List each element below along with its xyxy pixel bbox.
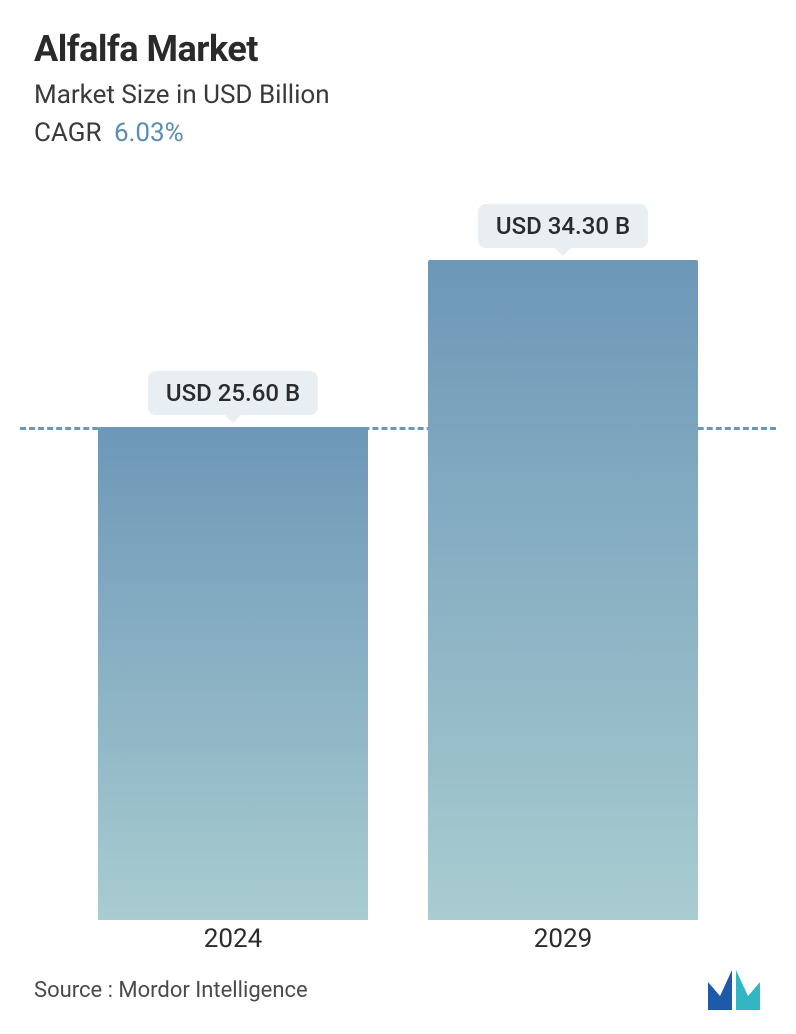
cagr-row: CAGR 6.03% [34, 118, 762, 148]
value-badge-2024: USD 25.60 B [148, 371, 318, 415]
chart-title: Alfalfa Market [34, 28, 762, 70]
value-badge-2029: USD 34.30 B [478, 204, 648, 248]
bar-2029: USD 34.30 B [428, 260, 698, 920]
x-label-2029: 2029 [428, 924, 698, 954]
source-text: Source : Mordor Intelligence [34, 978, 308, 1003]
cagr-value: 6.03% [114, 118, 184, 148]
x-label-2024: 2024 [98, 924, 368, 954]
cagr-label: CAGR [34, 118, 101, 148]
x-axis-labels: 2024 2029 [68, 924, 728, 964]
mordor-logo-icon [706, 968, 762, 1012]
bars-container: USD 25.60 BUSD 34.30 B [68, 260, 728, 920]
header: Alfalfa Market Market Size in USD Billio… [0, 0, 796, 148]
chart-subtitle: Market Size in USD Billion [34, 80, 762, 110]
footer: Source : Mordor Intelligence [34, 968, 762, 1012]
bar-2024: USD 25.60 B [98, 427, 368, 920]
bar-chart: USD 25.60 BUSD 34.30 B [0, 200, 796, 920]
